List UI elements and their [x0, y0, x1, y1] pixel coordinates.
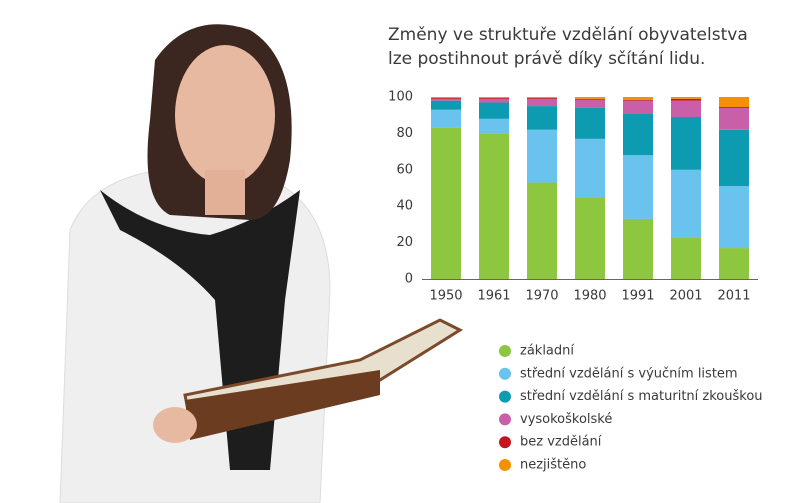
x-tick-label: 1961: [477, 289, 510, 304]
legend-label: nezjištěno: [520, 458, 586, 473]
x-tick-label: 1980: [573, 289, 606, 304]
bar-segment: [479, 118, 509, 134]
x-tick-label: 1950: [429, 289, 462, 304]
legend-label: základní: [520, 344, 574, 359]
legend-label: střední vzdělání s výučním listem: [520, 366, 738, 381]
legend-label: bez vzdělání: [520, 435, 602, 450]
x-tick-label: 2001: [669, 289, 702, 304]
bar-segment: [527, 182, 557, 279]
title-line: lze postihnout právě díky sčítání lidu.: [388, 49, 705, 69]
bar-segment: [431, 97, 461, 98]
bar-segment: [431, 100, 461, 110]
bar-segment: [431, 98, 461, 101]
bar-segment: [671, 237, 701, 279]
bar-segment: [719, 129, 749, 187]
bar-segment: [575, 107, 605, 139]
legend-marker: [499, 367, 511, 380]
bar-segment: [719, 186, 749, 249]
bar-segment: [527, 97, 557, 99]
bar-segment: [623, 100, 653, 114]
x-tick-label: 2011: [717, 289, 750, 304]
bar-segment: [719, 97, 749, 108]
bar-segment: [575, 97, 605, 99]
bar-segment: [479, 102, 509, 119]
title-line: Změny ve struktuře vzdělání obyvatelstva: [388, 25, 748, 45]
legend-marker: [499, 413, 511, 426]
bar-segment: [527, 98, 557, 107]
bar-segment: [719, 107, 749, 130]
legend-marker: [499, 345, 511, 357]
bar-segment: [623, 99, 653, 101]
legend-label: střední vzdělání s maturitní zkouškou: [520, 389, 763, 404]
bar-segment: [623, 113, 653, 156]
bar-segment: [719, 248, 749, 279]
bar-segment: [479, 133, 509, 279]
y-tick-label: 0: [405, 272, 413, 287]
bar-segment: [431, 127, 461, 279]
bar-segment: [575, 99, 605, 108]
bar-segment: [431, 97, 461, 99]
bar-segment: [479, 98, 509, 103]
bar-segment: [671, 117, 701, 170]
bar-segment: [623, 218, 653, 279]
bar-segment: [527, 97, 557, 98]
y-tick-label: 100: [388, 90, 413, 105]
legend-marker: [499, 436, 511, 449]
legend-marker: [499, 459, 511, 471]
y-tick-label: 60: [396, 162, 413, 177]
y-tick-label: 40: [396, 199, 413, 214]
bar-segment: [575, 138, 605, 198]
bar-segment: [671, 97, 701, 99]
bar-segment: [575, 98, 605, 100]
bar-segment: [623, 97, 653, 100]
bar-segment: [527, 129, 557, 183]
bar-segment: [623, 155, 653, 219]
x-tick-label: 1970: [525, 289, 558, 304]
x-tick-label: 1991: [621, 289, 654, 304]
legend-marker: [499, 390, 511, 403]
bar-segment: [479, 97, 509, 98]
bar-segment: [479, 97, 509, 99]
bar-segment: [719, 107, 749, 108]
bar-segment: [527, 106, 557, 130]
photo: [59, 24, 464, 503]
bar-segment: [671, 100, 701, 118]
legend-label: vysokoškolské: [520, 412, 612, 427]
y-tick-label: 80: [396, 126, 413, 141]
y-tick-label: 20: [396, 235, 413, 250]
bar-segment: [575, 197, 605, 279]
bar-segment: [671, 169, 701, 238]
bar-segment: [431, 109, 461, 128]
bar-segment: [671, 98, 701, 101]
